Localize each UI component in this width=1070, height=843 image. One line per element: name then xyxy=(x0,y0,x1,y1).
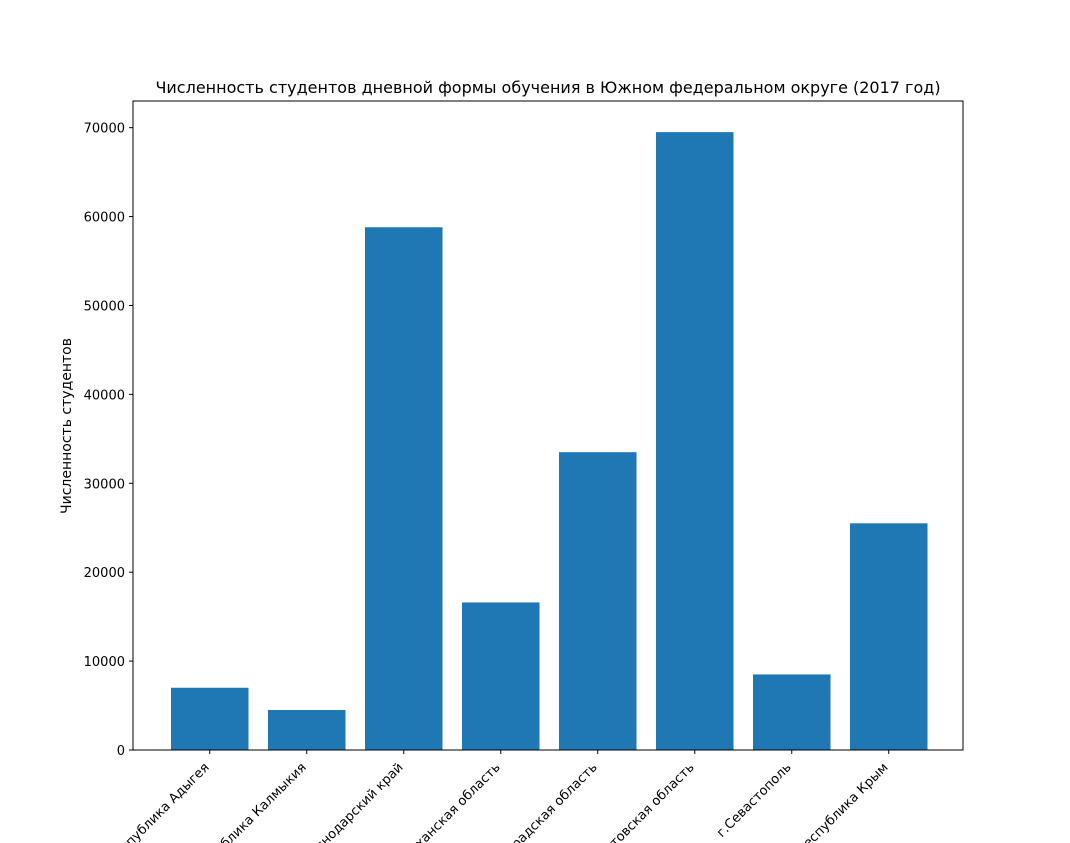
chart-title: Численность студентов дневной формы обуч… xyxy=(155,78,940,97)
bar-3 xyxy=(365,227,443,750)
y-tick-label: 20000 xyxy=(84,566,125,581)
bar-6 xyxy=(656,132,734,750)
bars-group xyxy=(171,132,928,750)
x-tick-label: Ростовская область xyxy=(591,760,698,843)
bar-7 xyxy=(753,674,831,750)
y-axis-label: Численность студентов xyxy=(59,338,75,514)
x-tick-label: Республика Адыгея xyxy=(107,760,213,843)
y-tick-label: 40000 xyxy=(84,388,125,403)
y-tick-label: 60000 xyxy=(84,211,125,226)
y-tick-label: 30000 xyxy=(84,477,125,492)
bar-4 xyxy=(462,602,540,750)
x-tick-label: г.Севастополь xyxy=(714,760,794,840)
x-tick-label: Республика Крым xyxy=(795,760,891,843)
bar-5 xyxy=(559,452,637,750)
bar-2 xyxy=(268,709,346,750)
y-tick-label: 0 xyxy=(117,744,125,759)
y-tick-label: 10000 xyxy=(84,655,125,670)
bar-1 xyxy=(171,687,249,750)
bar-8 xyxy=(850,523,928,750)
x-tick-label: Краснодарский край xyxy=(295,760,407,843)
y-ticks-group: 0 10000 20000 30000 40000 50000 60000 70000 xyxy=(84,122,133,759)
plot-frame xyxy=(132,100,964,751)
y-tick-label: 70000 xyxy=(84,122,125,137)
y-tick-label: 50000 xyxy=(84,299,125,314)
